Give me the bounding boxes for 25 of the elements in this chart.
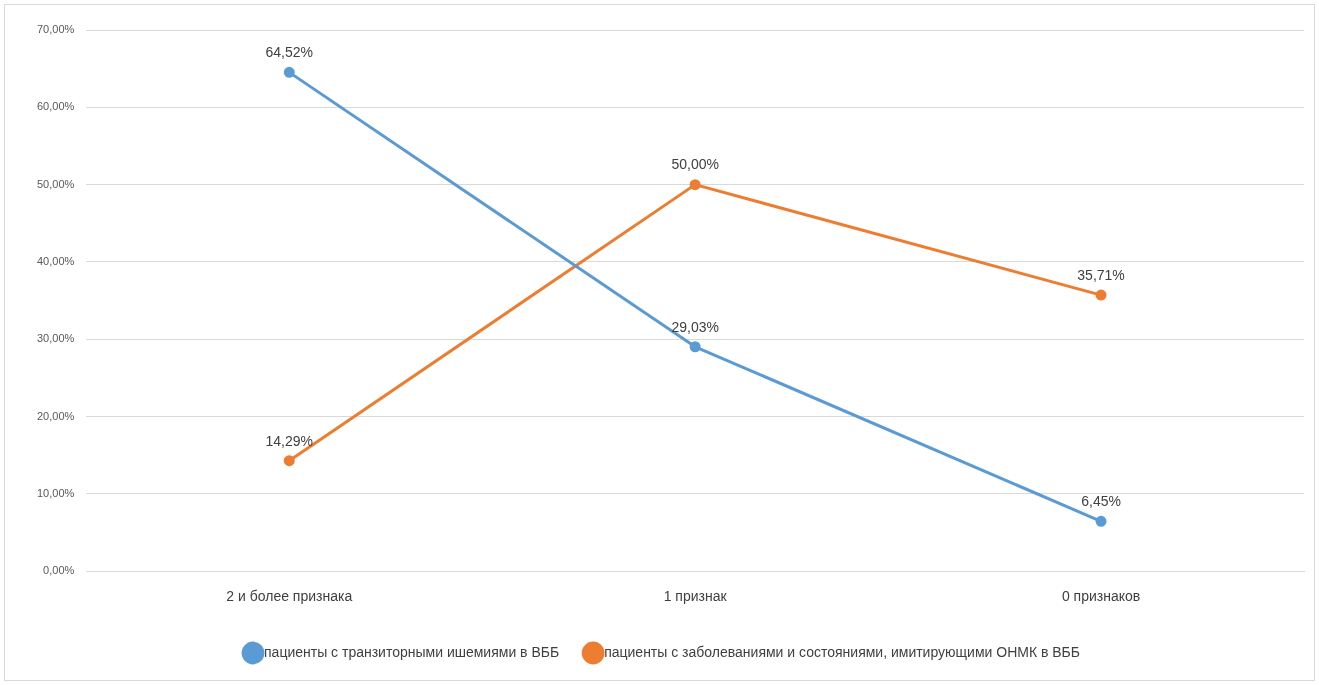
y-tick-label: 10,00% (37, 486, 75, 499)
point (689, 341, 701, 353)
y-tick-label: 60,00% (37, 100, 75, 113)
y-tick-label: 70,00% (37, 23, 75, 36)
point (1095, 289, 1107, 301)
point (283, 455, 295, 467)
data-label: 35,71% (1077, 266, 1125, 283)
data-label: 50,00% (671, 156, 719, 173)
data-label: 6,45% (1081, 493, 1121, 510)
y-tick-label: 50,00% (37, 177, 75, 190)
point (283, 66, 295, 78)
y-tick-label: 30,00% (37, 332, 75, 345)
point (1095, 515, 1107, 527)
y-tick-label: 40,00% (37, 254, 75, 267)
y-tick-label: 0,00% (43, 564, 75, 577)
legend-label: пациенты с транзиторными ишемиями в ВББ (264, 643, 560, 660)
data-label: 29,03% (671, 318, 719, 335)
data-label: 64,52% (265, 44, 313, 61)
x-tick-label: 1 признак (663, 588, 728, 605)
x-tick-label: 0 признаков (1061, 588, 1141, 605)
x-tick-label: 2 и более признака (226, 588, 353, 605)
y-tick-label: 20,00% (37, 409, 75, 422)
legend-label: пациенты с заболеваниями и состояниями, имитирующими ОНМК в ВББ (604, 643, 1080, 660)
point (689, 179, 701, 191)
data-label: 14,29% (265, 432, 313, 449)
